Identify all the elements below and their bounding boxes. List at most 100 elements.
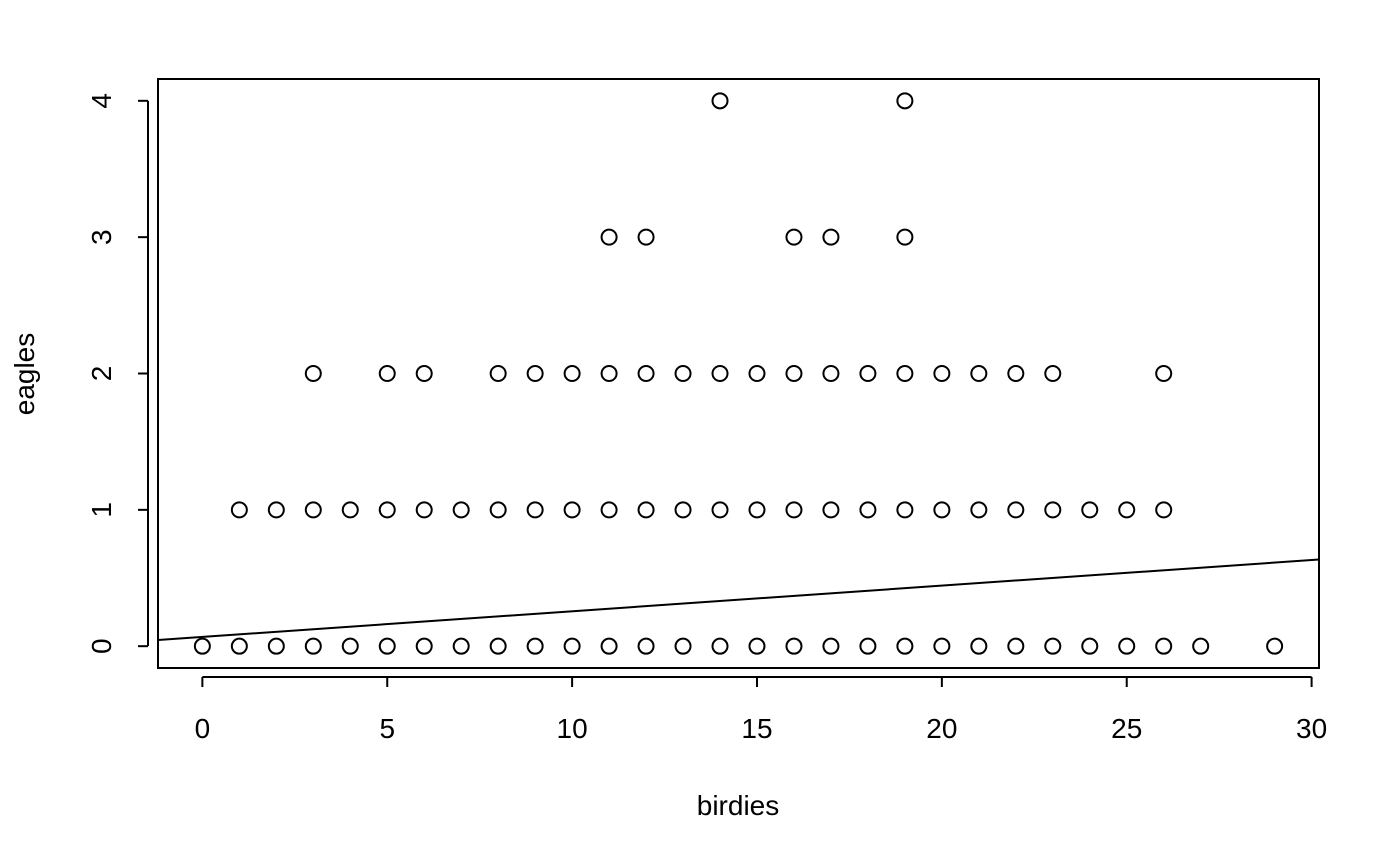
data-point (1044, 365, 1062, 382)
data-point (304, 365, 322, 382)
data-point (748, 637, 766, 655)
data-point (563, 637, 581, 655)
data-point (267, 501, 285, 519)
data-point (304, 637, 322, 655)
data-point (822, 365, 840, 382)
data-point (600, 501, 618, 519)
x-tick-label: 15 (741, 713, 772, 744)
data-point (896, 501, 914, 519)
data-point (637, 228, 655, 246)
data-point (489, 365, 507, 382)
x-tick-label: 30 (1296, 713, 1327, 744)
data-point (1007, 637, 1025, 655)
data-point (859, 365, 877, 382)
data-point (304, 501, 322, 519)
data-point (341, 637, 359, 655)
regression-line (157, 558, 1320, 641)
data-point (193, 637, 211, 655)
x-tick-label: 20 (926, 713, 957, 744)
data-point (230, 501, 248, 519)
x-tick-label: 0 (195, 713, 211, 744)
data-point (415, 365, 433, 382)
data-point (711, 637, 729, 655)
x-tick-label: 10 (557, 713, 588, 744)
data-point (489, 637, 507, 655)
x-axis-title: birdies (697, 790, 779, 821)
data-point (526, 365, 544, 382)
data-point (785, 365, 803, 382)
data-point (1192, 637, 1210, 655)
data-point (822, 228, 840, 246)
data-point (970, 637, 988, 655)
data-point (600, 637, 618, 655)
data-point (600, 228, 618, 246)
data-point (415, 501, 433, 519)
data-point (637, 365, 655, 382)
data-point (970, 501, 988, 519)
data-point (1007, 365, 1025, 382)
data-point (896, 92, 914, 110)
data-point (563, 365, 581, 382)
data-point (452, 501, 470, 519)
y-tick-label: 4 (86, 93, 117, 109)
data-point (859, 637, 877, 655)
data-point (563, 501, 581, 519)
data-point (748, 365, 766, 382)
data-point (378, 365, 396, 382)
data-point (933, 637, 951, 655)
data-point (1266, 637, 1284, 655)
data-point (341, 501, 359, 519)
x-tick-label: 5 (379, 713, 395, 744)
x-axis: 0 5 10 15 20 25 30 (195, 676, 1327, 744)
data-points (193, 92, 1284, 655)
data-point (711, 92, 729, 110)
data-point (933, 365, 951, 382)
data-point (896, 228, 914, 246)
data-point (822, 637, 840, 655)
data-point (1118, 501, 1136, 519)
data-point (526, 637, 544, 655)
data-point (637, 637, 655, 655)
regression-line-layer (157, 558, 1320, 641)
data-point (785, 501, 803, 519)
y-tick-label: 1 (86, 502, 117, 518)
data-point (933, 501, 951, 519)
data-point (1155, 637, 1173, 655)
data-point (896, 637, 914, 655)
data-point (970, 365, 988, 382)
data-point (859, 501, 877, 519)
data-point (526, 501, 544, 519)
data-point (452, 637, 470, 655)
data-point (600, 365, 618, 382)
data-point (1081, 501, 1099, 519)
x-tick-label: 25 (1111, 713, 1142, 744)
y-tick-label: 2 (86, 366, 117, 382)
data-point (1118, 637, 1136, 655)
data-point (748, 501, 766, 519)
data-point (896, 365, 914, 382)
data-point (1155, 501, 1173, 519)
data-point (378, 637, 396, 655)
data-point (674, 365, 692, 382)
data-point (267, 637, 285, 655)
y-tick-label: 3 (86, 229, 117, 245)
data-point (711, 365, 729, 382)
data-point (1007, 501, 1025, 519)
plot-frame (157, 78, 1320, 669)
data-point (1081, 637, 1099, 655)
data-point (489, 501, 507, 519)
data-point (415, 637, 433, 655)
data-point (1155, 365, 1173, 382)
data-point (1044, 501, 1062, 519)
data-point (711, 501, 729, 519)
y-tick-label: 0 (86, 638, 117, 654)
y-axis: 0 1 2 3 4 (86, 93, 149, 654)
data-point (230, 637, 248, 655)
data-point (378, 501, 396, 519)
data-point (674, 501, 692, 519)
data-point (785, 228, 803, 246)
data-point (785, 637, 803, 655)
data-point (1044, 637, 1062, 655)
y-axis-title: eagles (9, 333, 40, 416)
